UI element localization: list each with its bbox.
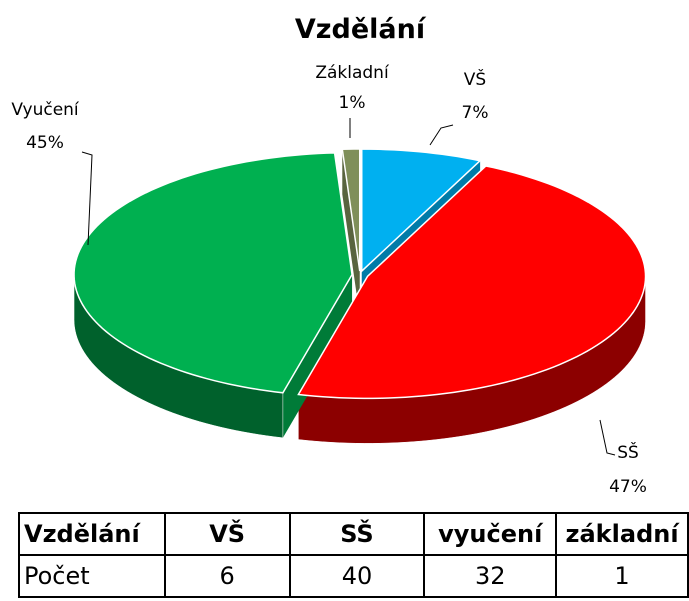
slice-label: Základní bbox=[315, 63, 390, 83]
cell: VŠ bbox=[163, 512, 291, 556]
labels: VŠ 7% SŠ 47% Vyučení 45% Základní 1% bbox=[11, 63, 647, 497]
pie bbox=[73, 148, 647, 444]
slice-face bbox=[342, 149, 360, 317]
cell: 6 bbox=[163, 554, 291, 598]
slice-value-label: 7% bbox=[462, 103, 489, 123]
cell: 1 bbox=[555, 554, 689, 598]
slice-face bbox=[282, 274, 353, 438]
table-row: Počet 6 40 32 1 bbox=[18, 554, 689, 598]
slice bbox=[73, 152, 353, 394]
cell: 32 bbox=[423, 554, 558, 598]
slice-label: VŠ bbox=[464, 68, 486, 90]
slice-value-label: 47% bbox=[609, 477, 647, 497]
cell: Počet bbox=[18, 554, 166, 598]
slice-label: SŠ bbox=[617, 441, 639, 463]
table-header: Vzdělání VŠ SŠ vyučení základní bbox=[18, 512, 689, 556]
slice bbox=[360, 148, 482, 273]
leader-line bbox=[429, 124, 454, 146]
cell: 40 bbox=[288, 554, 426, 598]
leader-line bbox=[81, 151, 93, 246]
data-table: Vzdělání VŠ SŠ vyučení základní Počet 6 … bbox=[18, 512, 689, 598]
chart-title: Vzdělání bbox=[295, 14, 427, 45]
leader-line bbox=[599, 419, 616, 456]
cell: vyučení bbox=[423, 512, 558, 556]
slice-label: Vyučení bbox=[11, 100, 80, 120]
cell: SŠ bbox=[288, 512, 426, 556]
slice-value-label: 1% bbox=[339, 93, 366, 113]
slice-value-label: 45% bbox=[26, 133, 64, 153]
cell: základní bbox=[555, 512, 689, 556]
slice bbox=[341, 148, 361, 272]
slice bbox=[297, 165, 647, 400]
chart: Vzdělání VŠ 7% SŠ 47% Vyučení 45% Základní 1% bbox=[11, 14, 647, 497]
cell: Vzdělání bbox=[18, 512, 166, 556]
